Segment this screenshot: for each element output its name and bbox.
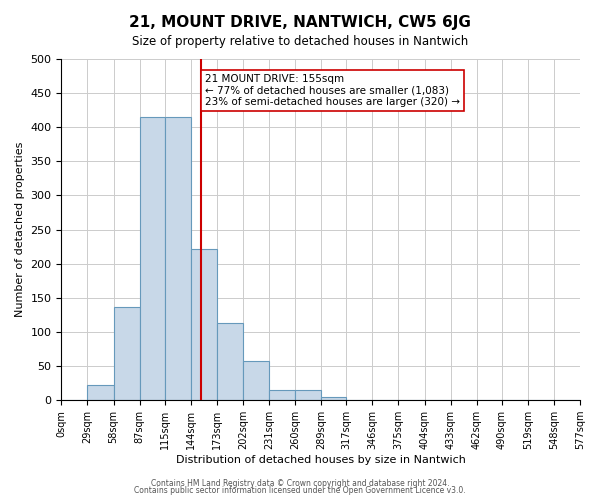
Text: Size of property relative to detached houses in Nantwich: Size of property relative to detached ho… — [132, 35, 468, 48]
Bar — [88, 385, 113, 400]
Y-axis label: Number of detached properties: Number of detached properties — [15, 142, 25, 318]
Text: Contains HM Land Registry data © Crown copyright and database right 2024.: Contains HM Land Registry data © Crown c… — [151, 478, 449, 488]
Bar — [191, 248, 217, 400]
Bar — [269, 390, 295, 400]
Bar — [321, 397, 346, 400]
Text: Contains public sector information licensed under the Open Government Licence v3: Contains public sector information licen… — [134, 486, 466, 495]
Bar — [243, 362, 269, 400]
X-axis label: Distribution of detached houses by size in Nantwich: Distribution of detached houses by size … — [176, 455, 466, 465]
Bar — [140, 117, 165, 400]
Text: 21, MOUNT DRIVE, NANTWICH, CW5 6JG: 21, MOUNT DRIVE, NANTWICH, CW5 6JG — [129, 15, 471, 30]
Bar — [295, 390, 321, 400]
Text: 21 MOUNT DRIVE: 155sqm
← 77% of detached houses are smaller (1,083)
23% of semi-: 21 MOUNT DRIVE: 155sqm ← 77% of detached… — [205, 74, 460, 107]
Bar — [165, 117, 191, 400]
Bar — [113, 306, 140, 400]
Bar — [217, 323, 243, 400]
